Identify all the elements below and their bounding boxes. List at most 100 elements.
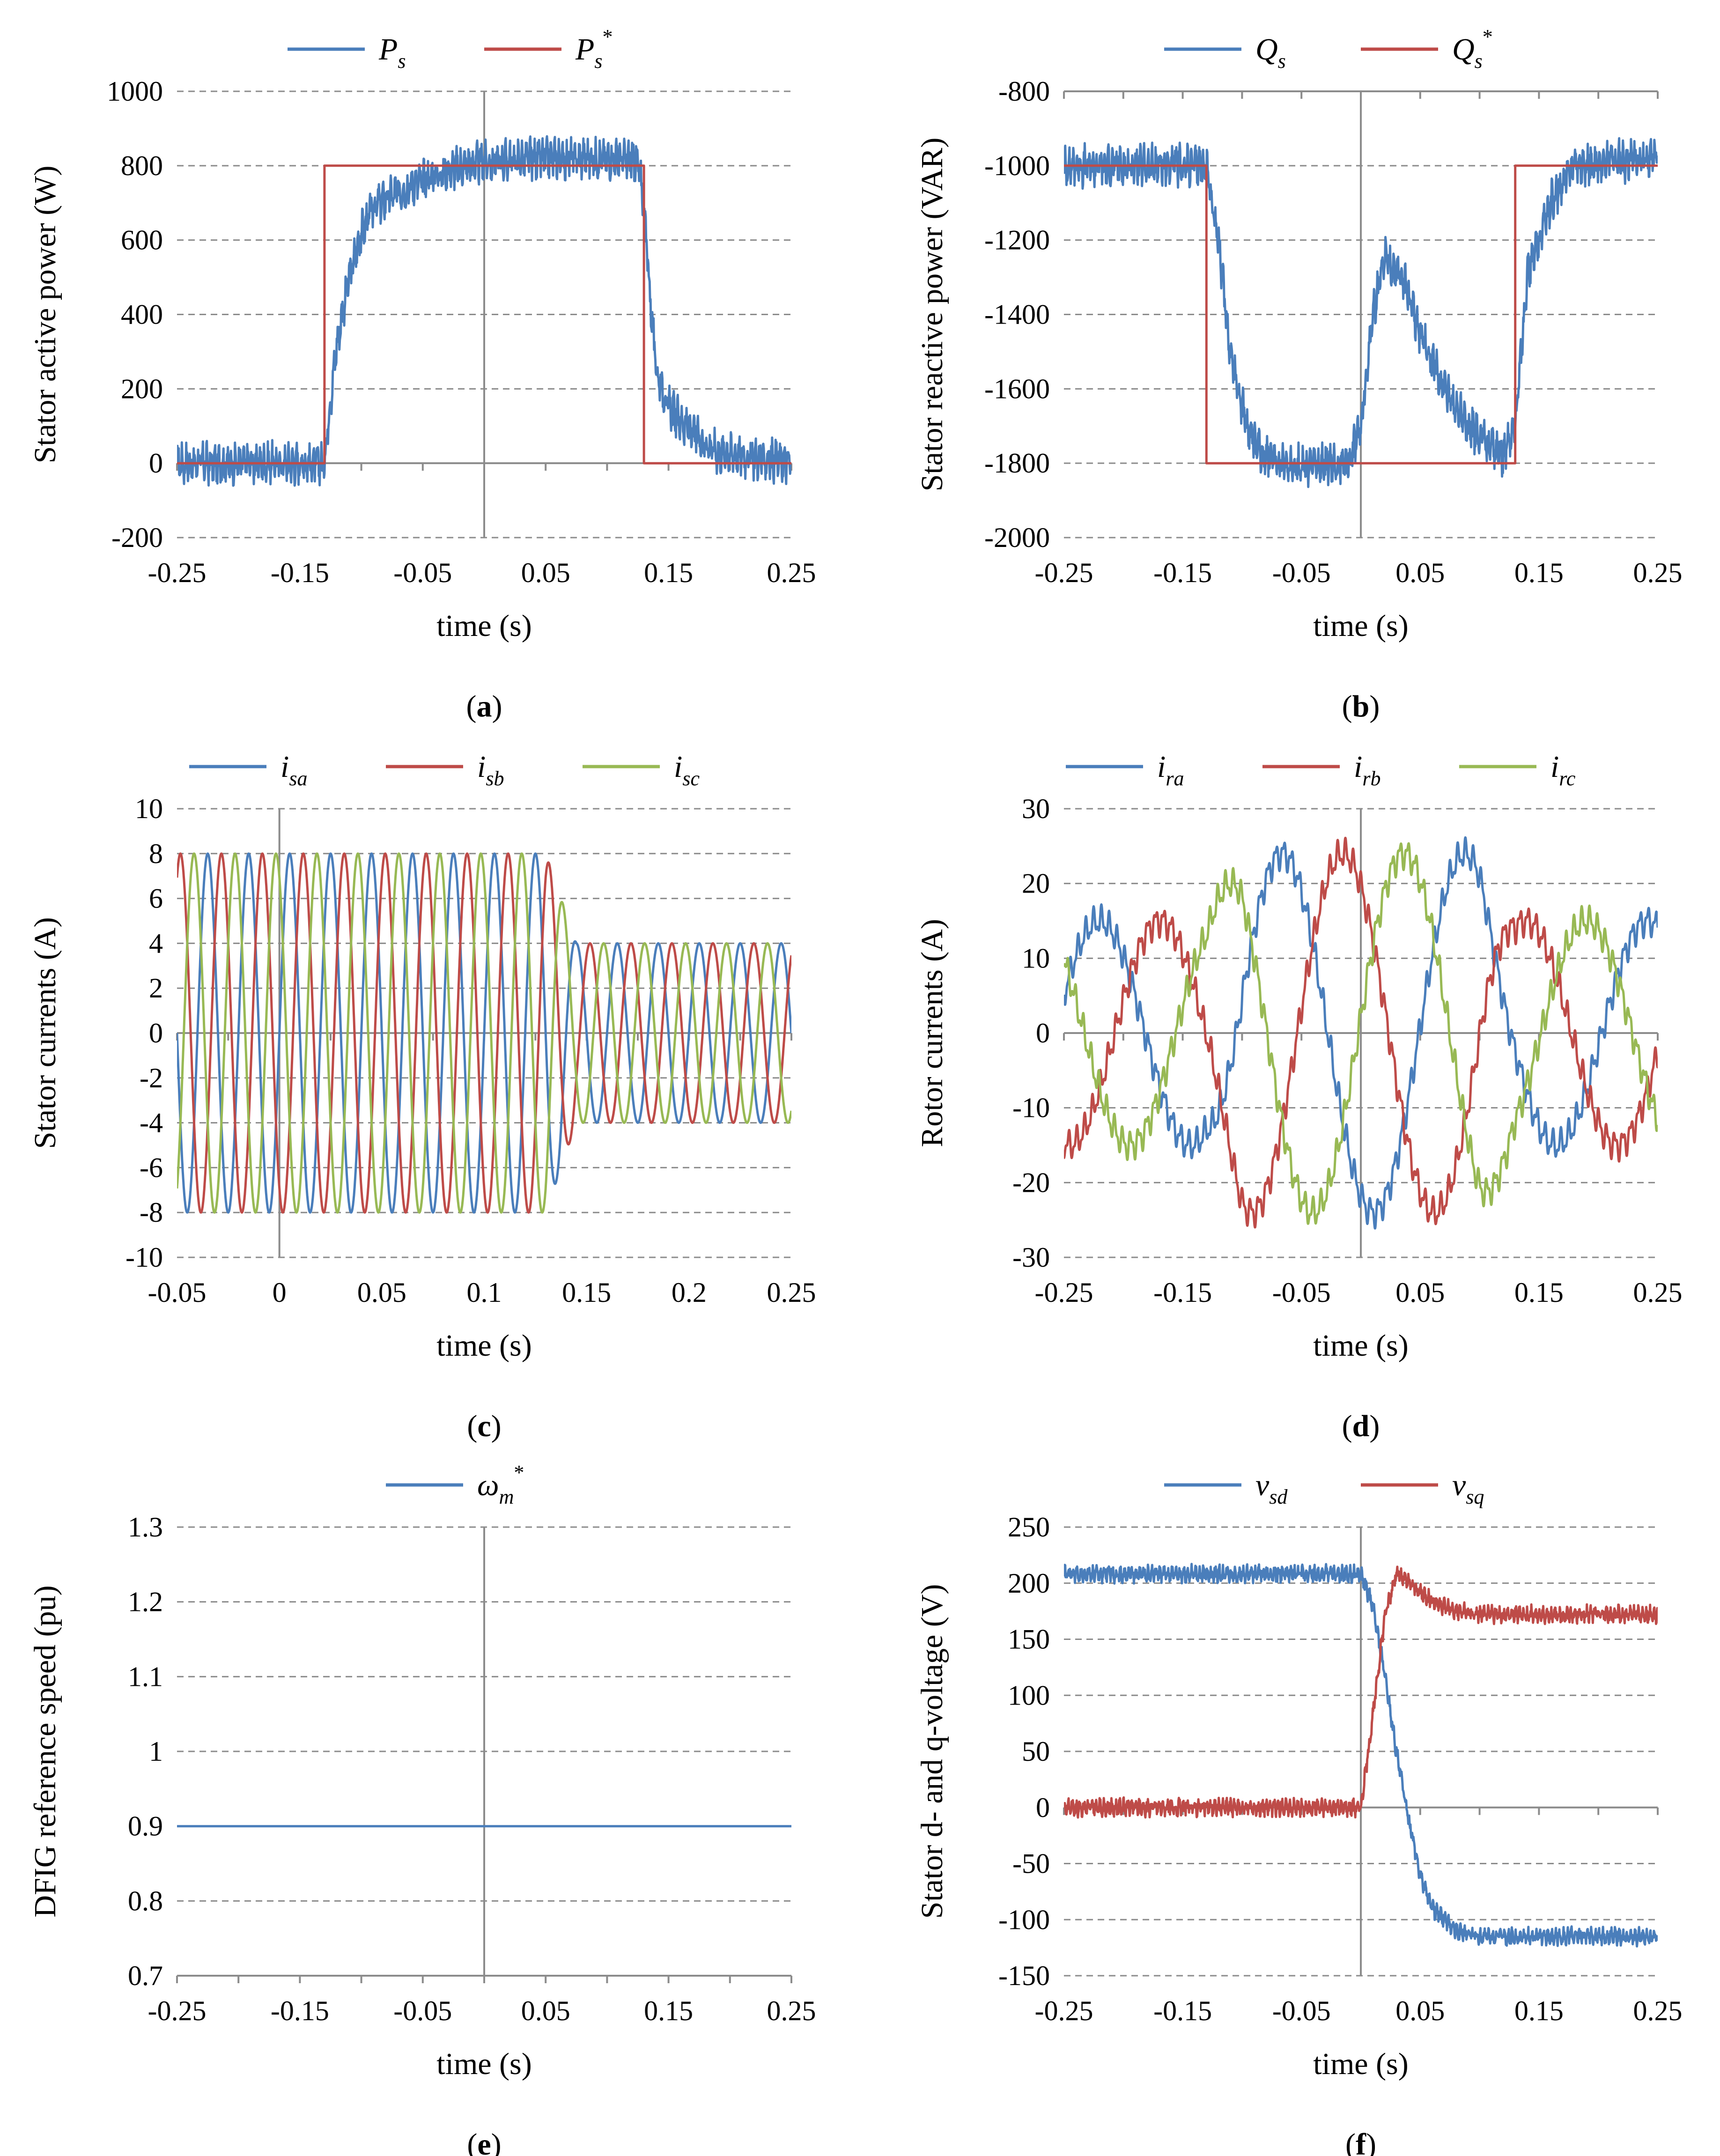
y-tick-label: 400 (121, 299, 163, 330)
y-tick-label: -800 (998, 76, 1050, 107)
y-tick-label: -20 (1012, 1167, 1050, 1198)
panel-caption: (d) (1342, 1409, 1380, 1443)
panel-c-stator-currents: -10 -8 -6 -4 -2 0 2 4 6 8 10 -0.05 0 0.05 0.1 0.15 0.2 0.… (28, 750, 816, 1443)
y-tick-label: 200 (1008, 1568, 1050, 1599)
x-tick-label: 0.05 (357, 1277, 406, 1308)
x-axis-title: time (s) (1313, 1329, 1408, 1363)
legend-label: ira (1157, 750, 1184, 790)
legend-label: Qs* (1452, 25, 1493, 73)
y-tick-label: 10 (1022, 943, 1050, 974)
y-tick-label: -1800 (984, 448, 1050, 479)
series-line-i-sb (177, 852, 791, 1214)
y-tick-label: -4 (140, 1108, 163, 1138)
y-tick-label: -1400 (984, 299, 1050, 330)
x-tick-label: 0.05 (521, 557, 570, 588)
y-tick-label: 8 (149, 838, 163, 869)
x-tick-label: -0.25 (1035, 1277, 1093, 1308)
series-line-v-sq (1064, 1565, 1658, 1819)
x-tick-label: 0.25 (767, 1995, 816, 2026)
legend-label: isb (477, 750, 504, 790)
series-line-i-rc (1064, 842, 1658, 1225)
legend-label: Ps (378, 32, 406, 73)
y-tick-label: -8 (140, 1197, 163, 1228)
x-axis-title: time (s) (436, 1329, 532, 1363)
y-tick-label: 0.9 (128, 1811, 163, 1842)
legend-label: ωm* (477, 1461, 524, 1508)
x-axis-title: time (s) (1313, 2047, 1408, 2081)
legend-label: Ps* (575, 25, 613, 73)
x-tick-label: 0.2 (672, 1277, 707, 1308)
y-tick-label: 4 (149, 928, 163, 959)
series-line-Q-s-ref (1064, 164, 1658, 465)
y-axis-title: Stator active power (W) (28, 166, 62, 464)
x-tick-label: 0.15 (644, 557, 693, 588)
x-tick-label: -0.25 (148, 557, 207, 588)
y-tick-label: 1000 (107, 76, 163, 107)
y-tick-label: 0.7 (128, 1960, 163, 1991)
y-tick-label: 150 (1008, 1624, 1050, 1655)
y-tick-label: 10 (135, 793, 163, 824)
panel-caption: (e) (467, 2127, 501, 2156)
y-tick-label: -200 (111, 522, 163, 553)
y-tick-label: -10 (125, 1242, 163, 1273)
y-axis-title: DFIG reference speed (pu) (28, 1585, 62, 1917)
y-tick-label: 0 (1036, 1792, 1050, 1823)
panel-caption: (f) (1345, 2127, 1376, 2156)
y-tick-label: 0.8 (128, 1885, 163, 1916)
y-tick-label: -6 (140, 1152, 163, 1183)
x-axis-title: time (s) (1313, 609, 1408, 643)
y-tick-label: 800 (121, 150, 163, 181)
y-tick-label: 100 (1008, 1680, 1050, 1711)
y-axis-title: Stator d- and q-voltage (V) (915, 1584, 949, 1919)
y-tick-label: 0 (149, 448, 163, 479)
series-line-i-sa (177, 852, 791, 1214)
x-tick-label: 0.05 (1395, 1277, 1445, 1308)
x-tick-label: -0.15 (1153, 1277, 1212, 1308)
legend-label: irb (1354, 750, 1380, 790)
y-axis-title: Rotor currents (A) (915, 919, 949, 1147)
panel-caption: (b) (1342, 689, 1380, 724)
y-tick-label: -1600 (984, 373, 1050, 404)
y-tick-label: 50 (1022, 1736, 1050, 1767)
x-tick-label: 0.25 (1633, 1277, 1683, 1308)
x-axis-title: time (s) (436, 2047, 532, 2081)
x-tick-label: 0.15 (1514, 557, 1564, 588)
panel-f-stator-dq-voltage: -150 -100 -50 0 50 100 150 200 250 -0.25 -0.15 -0.0… (915, 1468, 1683, 2156)
x-tick-label: -0.15 (271, 557, 329, 588)
panel-b-stator-reactive-power: -2000 -1800 -1600 -1400 -1200 -1000 -800 -0.25 -… (915, 25, 1683, 724)
y-tick-label: -1000 (984, 150, 1050, 181)
y-tick-label: 600 (121, 225, 163, 256)
x-tick-label: 0.25 (1633, 557, 1683, 588)
x-tick-label: 0.1 (467, 1277, 502, 1308)
panel-caption: (a) (466, 689, 502, 724)
y-tick-label: 200 (121, 373, 163, 404)
y-tick-label: 1.1 (128, 1661, 163, 1692)
x-tick-label: 0.15 (562, 1277, 611, 1308)
legend-label: vsq (1452, 1468, 1484, 1508)
y-axis-title: Stator reactive power (VAR) (915, 138, 949, 492)
legend-label: isc (674, 750, 700, 790)
x-tick-label: 0 (273, 1277, 287, 1308)
y-tick-label: 6 (149, 883, 163, 914)
x-tick-label: 0.25 (767, 557, 816, 588)
x-tick-label: -0.25 (148, 1995, 207, 2026)
y-tick-label: 1 (149, 1736, 163, 1767)
series-line-i-sc (177, 852, 791, 1214)
y-tick-label: -2000 (984, 522, 1050, 553)
y-tick-label: 2 (149, 973, 163, 1004)
x-tick-label: -0.05 (393, 557, 452, 588)
y-tick-label: 1.3 (128, 1512, 163, 1543)
panel-e-reference-speed: 0.7 0.8 0.9 1 1.1 1.2 1.3 -0.25 -0.15 -0.05 0.05 0.… (28, 1461, 816, 2156)
legend-label: vsd (1255, 1468, 1288, 1508)
x-tick-label: 0.15 (1514, 1277, 1564, 1308)
y-tick-label: 250 (1008, 1512, 1050, 1543)
series-line-P-s-ref (177, 164, 791, 465)
y-tick-label: -2 (140, 1063, 163, 1093)
y-tick-label: -50 (1012, 1848, 1050, 1879)
x-tick-label: -0.15 (1153, 557, 1212, 588)
series-line-i-ra (1064, 836, 1658, 1230)
series-line-P-s (177, 135, 791, 487)
x-tick-label: 0.25 (767, 1277, 816, 1308)
y-tick-label: -30 (1012, 1242, 1050, 1273)
x-tick-label: -0.05 (1272, 557, 1331, 588)
